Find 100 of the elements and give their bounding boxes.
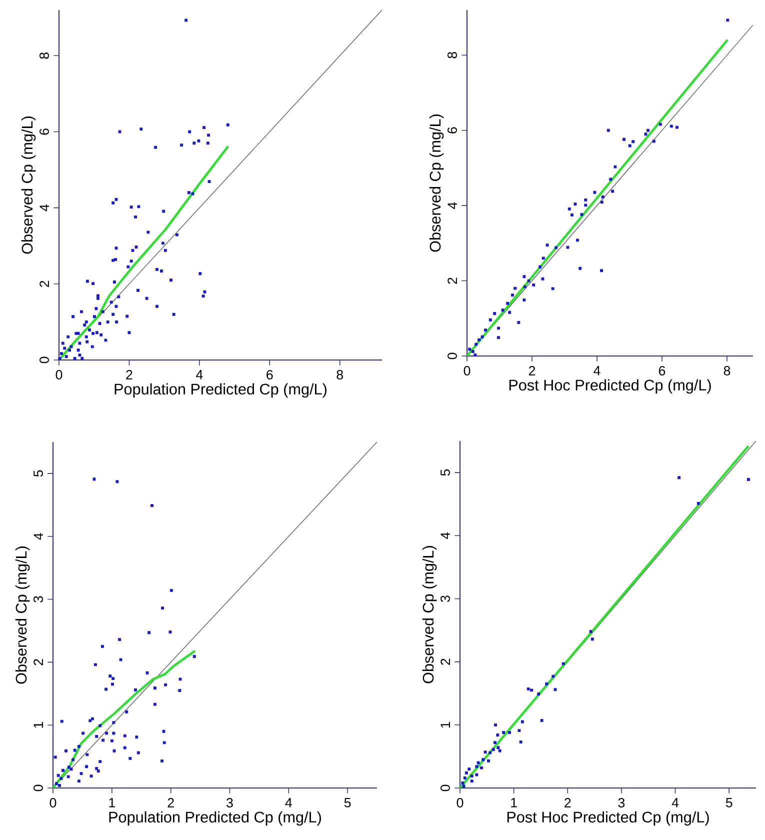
point <box>484 328 487 332</box>
point <box>506 302 510 305</box>
y-tick-label: 0 <box>40 356 49 364</box>
point <box>488 751 492 754</box>
y-tick-label: 4 <box>440 532 450 540</box>
point <box>518 729 521 732</box>
x-tick-label: 4 <box>594 366 600 376</box>
point <box>601 195 604 198</box>
point <box>546 244 549 247</box>
point <box>566 246 570 249</box>
point <box>530 688 534 692</box>
y-tick-label: 5 <box>34 470 43 477</box>
point <box>497 326 500 330</box>
point <box>526 687 530 690</box>
y-axis-title: Observed Cp (mg/L) <box>429 114 444 252</box>
point <box>508 731 511 734</box>
point <box>468 768 471 771</box>
y-tick-label: 6 <box>40 128 49 135</box>
point <box>464 771 468 774</box>
x-tick-label: 8 <box>336 370 343 380</box>
y-axis-title: Observed Cp (mg/L) <box>422 546 437 684</box>
point <box>541 277 544 280</box>
point <box>593 190 596 194</box>
point <box>522 298 526 302</box>
y-tick-label: 8 <box>448 52 457 58</box>
point <box>474 342 478 346</box>
point <box>562 662 565 666</box>
point <box>470 780 474 783</box>
point <box>471 350 474 353</box>
y-tick-label: 0 <box>448 352 457 360</box>
x-tick-label: 0 <box>464 366 470 376</box>
y-tick-label: 1 <box>440 722 450 728</box>
point <box>628 144 632 148</box>
point <box>576 238 579 242</box>
point <box>532 283 536 286</box>
x-axis-title: Post Hoc Predicted Cp (mg/L) <box>507 811 709 826</box>
point <box>622 138 626 141</box>
point <box>476 761 480 764</box>
x-tick-label: 8 <box>724 366 730 376</box>
x-axis-title: Post Hoc Predicted Cp (mg/L) <box>509 379 711 394</box>
point <box>519 740 522 744</box>
y-tick-label: 8 <box>40 52 49 59</box>
y-tick-label: 3 <box>34 596 43 602</box>
point <box>496 734 500 736</box>
point <box>482 758 485 762</box>
y-tick-label: 0 <box>440 784 450 792</box>
x-tick-label: 2 <box>564 798 571 808</box>
point <box>520 720 524 724</box>
point <box>527 279 530 282</box>
point <box>658 122 662 126</box>
point <box>470 774 474 778</box>
y-axis-title: Observed Cp (mg/L) <box>21 116 36 254</box>
point <box>568 207 571 210</box>
point <box>606 128 610 132</box>
y-tick-label: 3 <box>440 596 450 602</box>
x-tick-label: 2 <box>168 798 174 808</box>
y-tick-label: 4 <box>34 533 43 540</box>
point <box>480 766 483 770</box>
point <box>554 688 557 692</box>
point <box>538 265 542 268</box>
x-tick-label: 6 <box>266 370 273 380</box>
y-tick-label: 6 <box>448 127 457 134</box>
y-tick-label: 4 <box>40 204 49 212</box>
point <box>487 759 490 762</box>
point <box>508 310 512 314</box>
point <box>496 746 500 750</box>
y-tick-label: 1 <box>34 722 43 728</box>
point <box>488 318 492 322</box>
line-series <box>59 144 230 360</box>
point <box>574 202 577 206</box>
point <box>484 750 487 754</box>
point <box>554 246 558 250</box>
y-tick-label: 4 <box>448 202 457 209</box>
point <box>611 190 614 193</box>
point <box>545 682 548 686</box>
point <box>475 773 478 776</box>
point <box>589 630 592 634</box>
point <box>675 126 678 129</box>
point <box>494 741 496 744</box>
point <box>540 719 544 722</box>
x-tick-label: 5 <box>344 798 351 808</box>
line-series <box>53 650 196 788</box>
point <box>584 198 588 202</box>
point <box>632 140 635 144</box>
point <box>600 200 604 204</box>
point <box>494 723 497 726</box>
point <box>517 321 520 324</box>
y-axis-title: Observed Cp (mg/L) <box>15 546 30 684</box>
point <box>475 765 478 768</box>
y-tick-label: 0 <box>34 784 43 792</box>
point <box>746 478 750 481</box>
x-tick-label: 2 <box>126 370 132 380</box>
x-axis-title: Population Predicted Cp (mg/L) <box>114 383 326 398</box>
point <box>468 348 472 351</box>
y-tick-label: 2 <box>34 659 43 666</box>
point <box>498 749 502 752</box>
point <box>551 287 554 290</box>
x-tick-label: 4 <box>285 798 292 808</box>
y-tick-label: 2 <box>440 658 450 665</box>
point <box>461 781 464 784</box>
